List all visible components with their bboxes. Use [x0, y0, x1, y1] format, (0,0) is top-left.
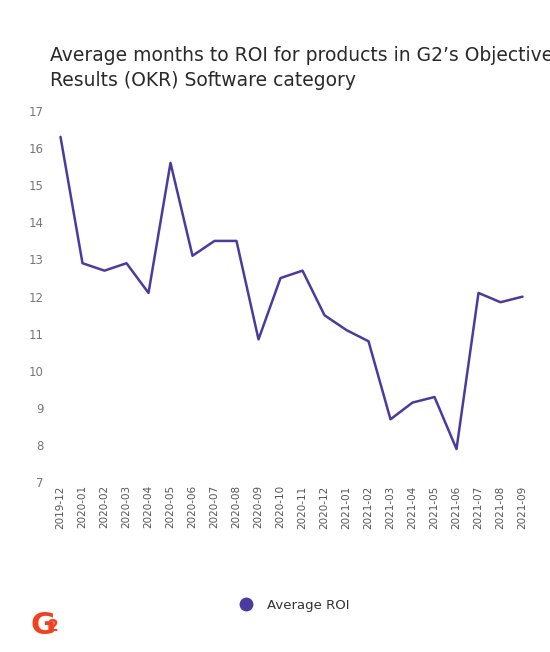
Text: Average months to ROI for products in G2’s Objectives and Key
Results (OKR) Soft: Average months to ROI for products in G2… — [50, 46, 550, 90]
Legend: Average ROI: Average ROI — [228, 593, 355, 617]
Text: G: G — [30, 612, 55, 640]
Text: 2: 2 — [48, 619, 59, 634]
